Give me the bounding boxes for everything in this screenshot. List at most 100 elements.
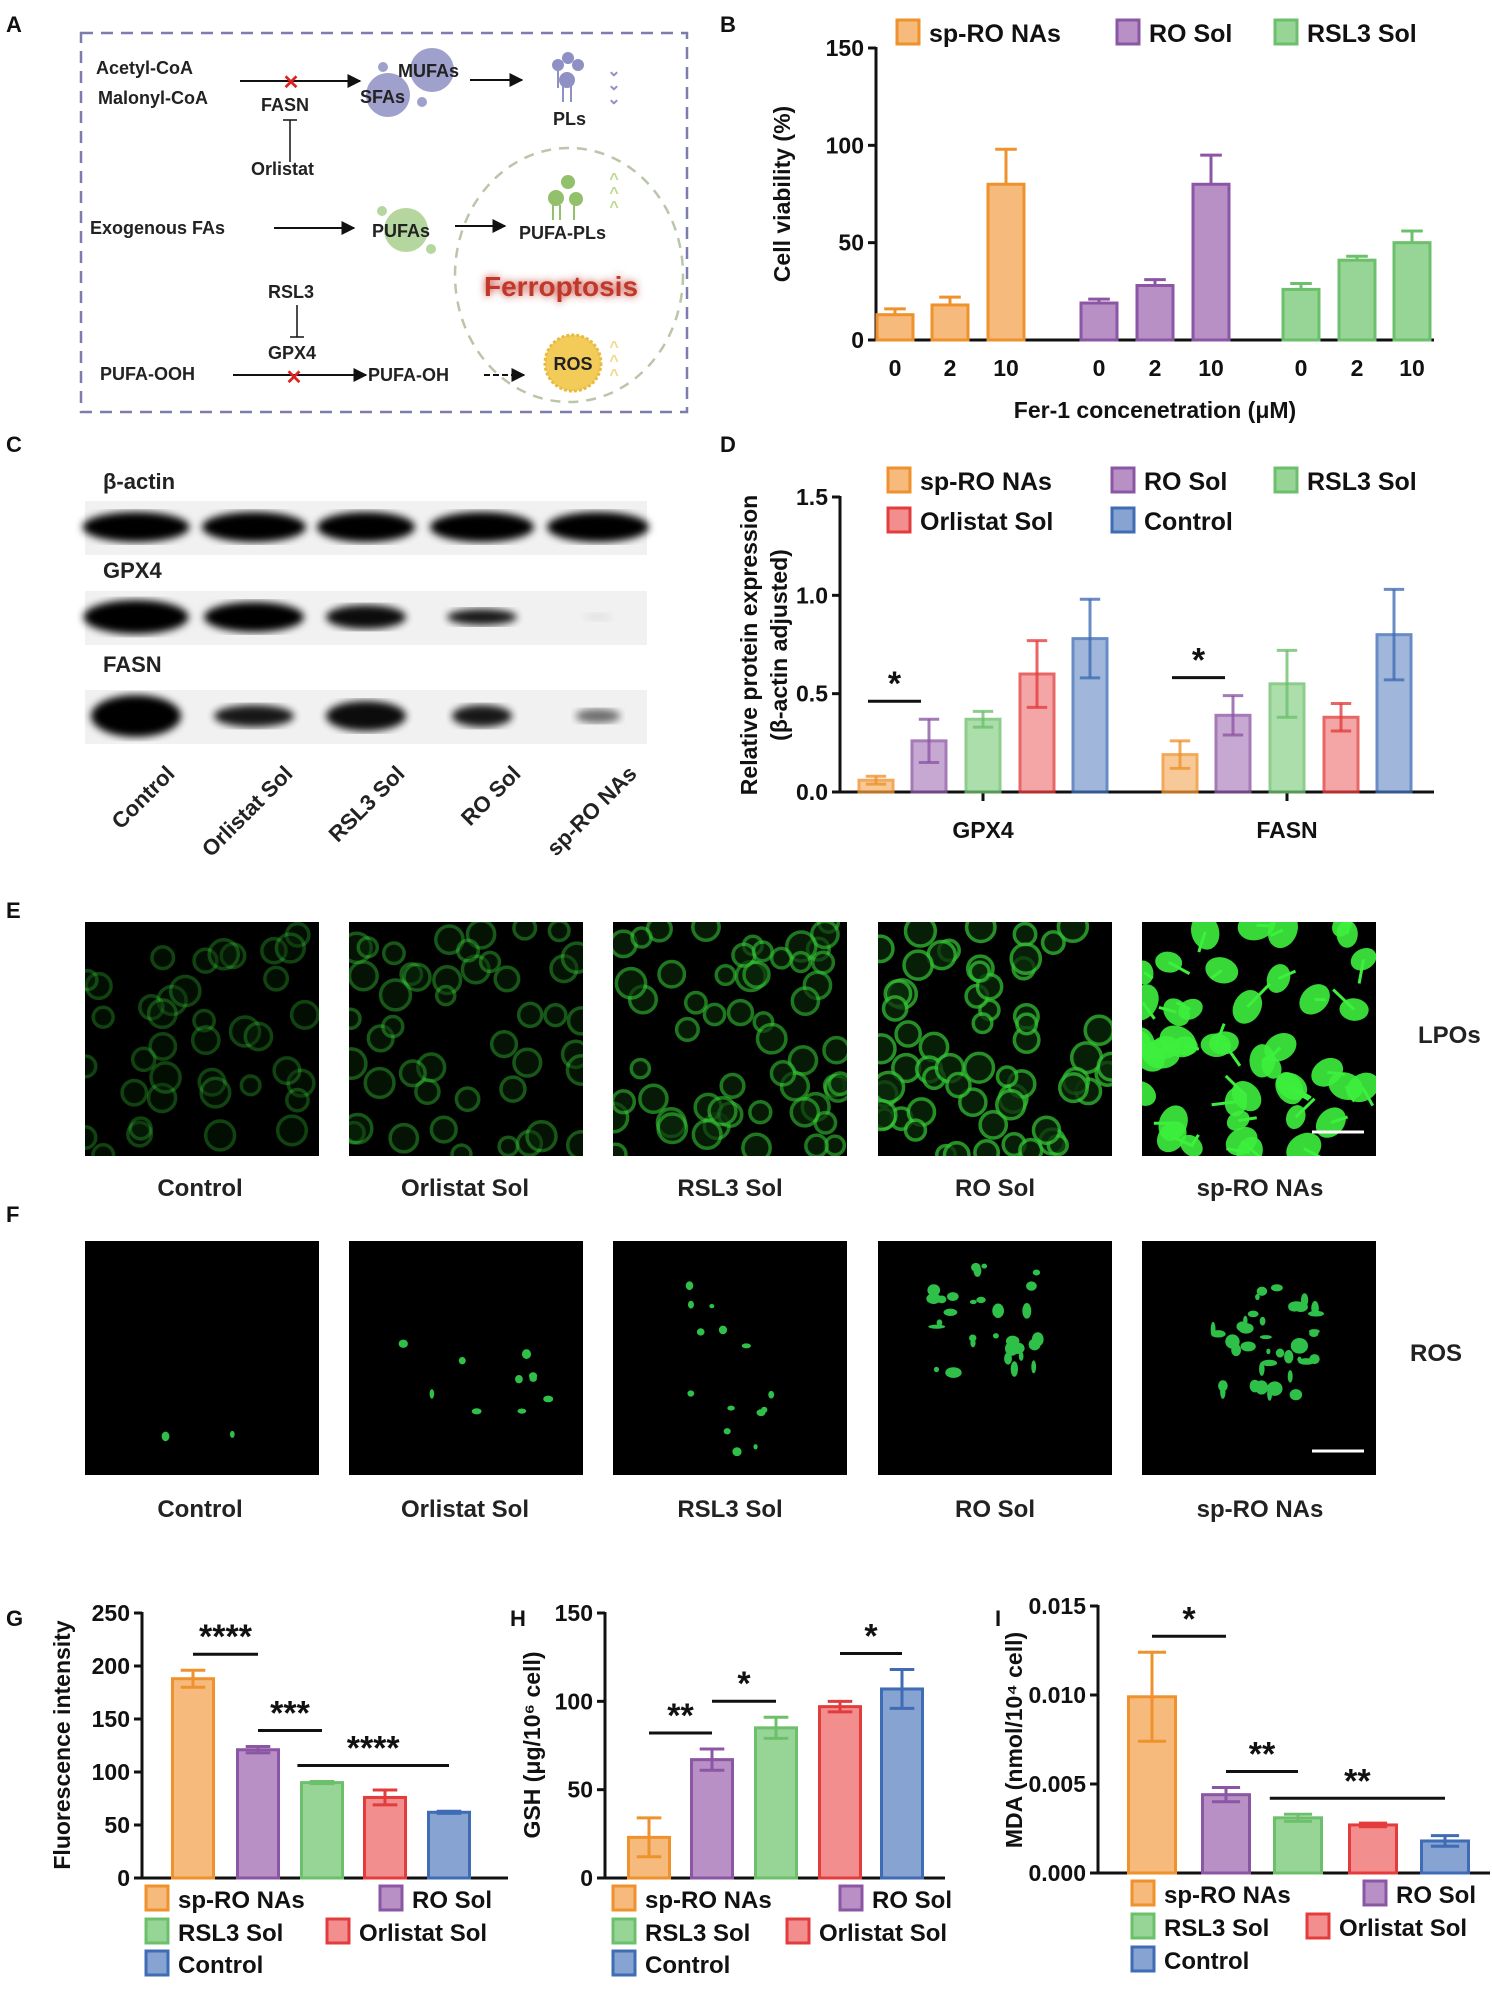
bar xyxy=(1201,1793,1251,1875)
ros-image-label: Orlistat Sol xyxy=(400,1496,530,1523)
legend-label: RSL3 Sol xyxy=(1307,20,1417,48)
ros-spot xyxy=(976,1296,986,1304)
ros-spot xyxy=(1220,1385,1226,1399)
y-tick-label: 0 xyxy=(851,327,864,353)
diagram-border xyxy=(79,31,689,414)
protein-band xyxy=(204,602,304,632)
lpo-image xyxy=(878,922,1112,1156)
cell xyxy=(156,984,188,1017)
ros-spot xyxy=(528,1372,538,1380)
cell xyxy=(902,949,934,981)
cell xyxy=(1031,1115,1062,1146)
ros-spot xyxy=(685,1281,694,1291)
legend-swatch xyxy=(785,1917,811,1945)
cell-process xyxy=(1185,1044,1200,1051)
ros-spot xyxy=(926,1293,941,1304)
ros-spot xyxy=(1255,1293,1260,1301)
cell-process xyxy=(1246,982,1272,1008)
cell xyxy=(356,936,380,959)
cell xyxy=(149,1061,182,1094)
ros-spot xyxy=(936,1319,943,1327)
cell xyxy=(1056,922,1090,944)
cell xyxy=(138,993,165,1021)
y-tick-label: 150 xyxy=(826,35,864,61)
cell-process xyxy=(1237,1116,1257,1123)
cell xyxy=(260,936,288,965)
ros-spot xyxy=(521,1349,532,1359)
cell xyxy=(399,962,424,987)
panel-letter-g: G xyxy=(6,1606,24,1631)
label-fasn: FASN xyxy=(261,95,309,115)
bar xyxy=(1281,287,1321,342)
cell xyxy=(192,1008,216,1033)
cell xyxy=(1096,1051,1112,1082)
cell xyxy=(789,950,812,974)
ros-spot xyxy=(946,1292,959,1301)
cell xyxy=(1158,1105,1188,1141)
label-orlistat: Orlistat xyxy=(251,159,314,179)
ros-spot xyxy=(1022,1303,1032,1319)
cell xyxy=(207,937,241,971)
y-tick-label: 50 xyxy=(104,1812,130,1838)
cell xyxy=(378,978,413,1012)
cell xyxy=(275,1114,309,1147)
legend-swatch xyxy=(1130,1879,1156,1907)
cell xyxy=(478,950,502,974)
cell-process xyxy=(1142,1001,1156,1020)
legend-swatch xyxy=(895,18,921,46)
panel-letter-f: F xyxy=(6,1202,20,1227)
cell xyxy=(85,1054,98,1079)
cell xyxy=(543,1003,568,1028)
ros-spot xyxy=(1236,1321,1249,1332)
blot-row-label: β-actin xyxy=(103,469,175,494)
cell xyxy=(516,1001,544,1029)
significance-label: * xyxy=(1192,642,1206,680)
cell xyxy=(726,998,755,1027)
label-ros: ROS xyxy=(553,354,592,374)
western-blot: β-actin GPX4 FASN Control Orlistat Sol R… xyxy=(82,469,649,860)
ros-spot xyxy=(1287,1370,1293,1383)
cell xyxy=(349,960,379,992)
legend-swatch xyxy=(1115,18,1141,46)
increase-chevrons-icon: ^ ^ ^ xyxy=(609,171,618,216)
ros-spot xyxy=(1255,1380,1269,1395)
cell xyxy=(973,1139,1001,1156)
significance-label: **** xyxy=(199,1618,253,1656)
y-tick-label: 0.0 xyxy=(796,779,828,805)
legend-label: Control xyxy=(1144,508,1233,536)
ros-spot xyxy=(1259,1335,1272,1340)
y-tick-label: 0.005 xyxy=(1028,1771,1086,1797)
cell xyxy=(547,922,571,943)
fluorescence-image xyxy=(1142,922,1376,1156)
cell xyxy=(560,1039,583,1070)
cell xyxy=(789,1096,821,1128)
legend-label: sp-RO NAs xyxy=(645,1887,772,1914)
cell xyxy=(1336,922,1358,948)
cell xyxy=(714,963,737,987)
cell-process xyxy=(1214,1023,1226,1046)
bar xyxy=(1191,182,1231,342)
ros-spot xyxy=(1031,1332,1044,1347)
ros-spot xyxy=(1018,1351,1024,1361)
cell xyxy=(755,1022,788,1055)
ros-spot xyxy=(458,1356,466,1365)
legend-label: Orlistat Sol xyxy=(359,1920,487,1947)
ros-spot xyxy=(1309,1330,1319,1337)
significance-label: ** xyxy=(1344,1762,1371,1800)
significance-label: ** xyxy=(1249,1736,1276,1774)
legend-swatch xyxy=(1305,1912,1331,1940)
cell xyxy=(1315,1107,1346,1138)
y-tick-label: 100 xyxy=(92,1759,130,1785)
ros-spot xyxy=(1297,1356,1302,1363)
cell xyxy=(150,945,176,971)
protein-band xyxy=(447,609,517,625)
cell xyxy=(638,1083,669,1115)
inhibition-rsl3 xyxy=(290,305,304,338)
lpo-image-label: Orlistat Sol xyxy=(400,1175,530,1202)
cell xyxy=(349,1047,368,1080)
ros-blob-icon xyxy=(543,333,603,393)
y-axis-label: Relative protein expression xyxy=(736,495,762,795)
significance-label: * xyxy=(888,665,902,703)
legend-swatch xyxy=(144,1949,170,1977)
